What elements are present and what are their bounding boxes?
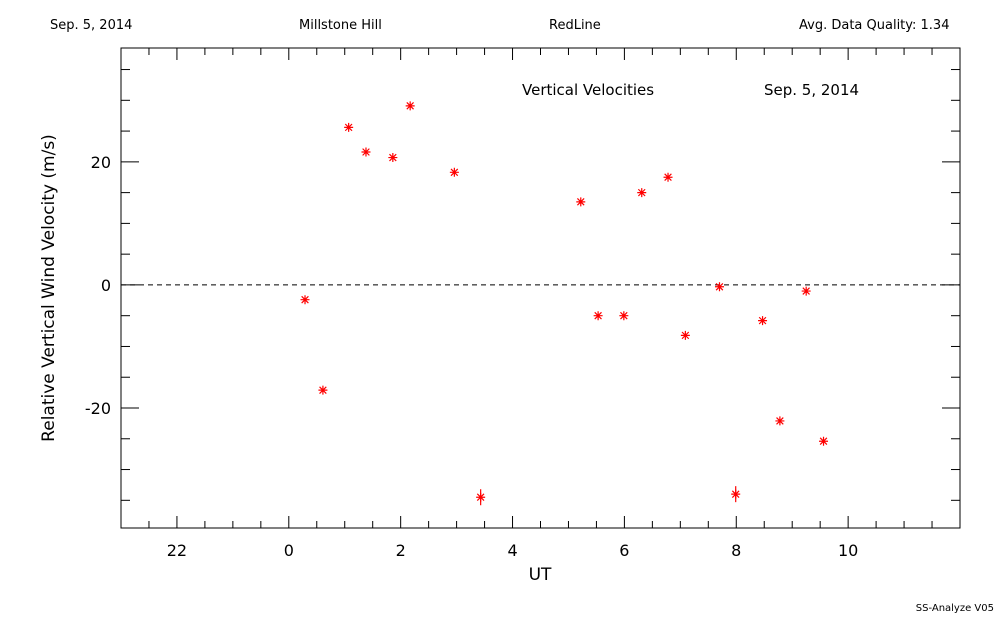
data-point bbox=[680, 330, 690, 340]
data-point bbox=[405, 101, 415, 111]
x-tick-label: 22 bbox=[167, 541, 187, 560]
asterisk-marker bbox=[449, 167, 459, 177]
data-point bbox=[318, 385, 328, 395]
asterisk-marker bbox=[775, 416, 785, 426]
x-tick-label: 2 bbox=[396, 541, 406, 560]
asterisk-marker bbox=[819, 436, 829, 446]
data-point bbox=[593, 311, 603, 321]
header-data-quality: Avg. Data Quality: 1.34 bbox=[799, 18, 950, 33]
plot-frame bbox=[120, 47, 961, 529]
asterisk-marker bbox=[405, 101, 415, 111]
axis-ticks bbox=[120, 48, 961, 528]
data-point bbox=[476, 489, 486, 506]
footer-version: SS-Analyze V05 bbox=[915, 603, 994, 614]
x-tick-label: 10 bbox=[838, 541, 858, 560]
header-instrument: RedLine bbox=[549, 18, 601, 33]
x-tick-label: 0 bbox=[284, 541, 294, 560]
data-point bbox=[300, 295, 310, 305]
data-point bbox=[576, 197, 586, 207]
x-axis-label: UT bbox=[529, 565, 552, 585]
data-point bbox=[619, 311, 629, 321]
data-point bbox=[449, 167, 459, 177]
y-tick-label: 0 bbox=[101, 276, 111, 295]
asterisk-marker bbox=[663, 172, 673, 182]
asterisk-marker bbox=[476, 492, 486, 502]
asterisk-marker bbox=[619, 311, 629, 321]
asterisk-marker bbox=[637, 188, 647, 198]
data-point bbox=[361, 147, 371, 157]
asterisk-marker bbox=[576, 197, 586, 207]
data-point bbox=[388, 153, 398, 163]
asterisk-marker bbox=[388, 153, 398, 163]
x-tick-labels: 22 0 2 4 6 8 10 bbox=[167, 541, 859, 560]
asterisk-marker bbox=[758, 316, 768, 326]
x-tick-label: 6 bbox=[619, 541, 629, 560]
data-point bbox=[637, 188, 647, 198]
y-tick-labels: -20 0 20 bbox=[85, 153, 111, 418]
data-point bbox=[801, 286, 811, 296]
header-site: Millstone Hill bbox=[299, 18, 382, 33]
y-tick-label: -20 bbox=[85, 399, 111, 418]
x-tick-label: 8 bbox=[731, 541, 741, 560]
y-axis-label: Relative Vertical Wind Velocity (m/s) bbox=[39, 134, 59, 442]
asterisk-marker bbox=[801, 286, 811, 296]
data-point bbox=[775, 416, 785, 426]
data-point bbox=[819, 436, 829, 446]
asterisk-marker bbox=[731, 489, 741, 499]
data-point bbox=[714, 282, 724, 292]
x-tick-label: 4 bbox=[507, 541, 517, 560]
plot-title: Vertical Velocities bbox=[522, 81, 654, 99]
asterisk-marker bbox=[714, 282, 724, 292]
asterisk-marker bbox=[593, 311, 603, 321]
y-tick-label: 20 bbox=[91, 153, 111, 172]
header-date: Sep. 5, 2014 bbox=[50, 18, 133, 33]
asterisk-marker bbox=[318, 385, 328, 395]
data-points bbox=[300, 101, 829, 506]
asterisk-marker bbox=[344, 122, 354, 132]
plot-date: Sep. 5, 2014 bbox=[764, 81, 859, 99]
data-point bbox=[344, 122, 354, 132]
asterisk-marker bbox=[361, 147, 371, 157]
data-point bbox=[758, 316, 768, 326]
data-point bbox=[663, 172, 673, 182]
asterisk-marker bbox=[680, 330, 690, 340]
data-point bbox=[731, 486, 741, 503]
asterisk-marker bbox=[300, 295, 310, 305]
